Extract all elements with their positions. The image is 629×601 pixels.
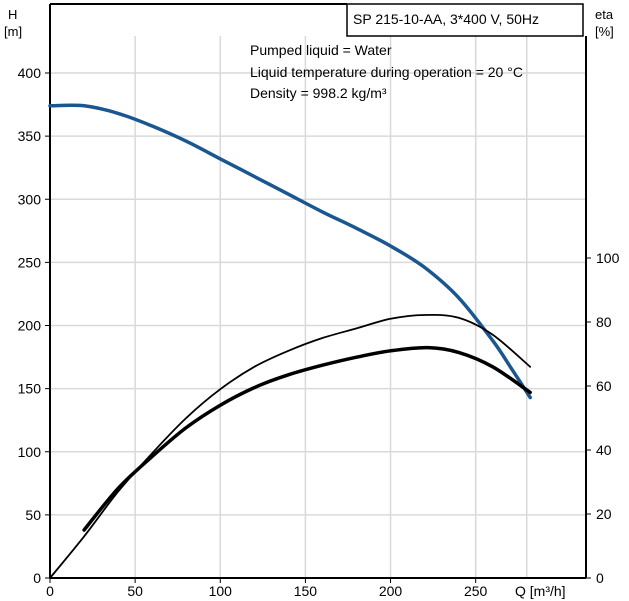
y-right-tick-label: 80: [596, 314, 612, 330]
y-left-tick-label: 100: [18, 444, 42, 460]
x-axis-label: Q [m³/h]: [515, 583, 566, 599]
y-left-label-bottom: [m]: [4, 24, 22, 39]
title-box: [346, 3, 584, 37]
y-left-tick-label: 0: [33, 570, 41, 586]
head-curve: [48, 103, 532, 400]
y-right-tick-label: 100: [596, 250, 620, 266]
x-tick-label: 100: [209, 583, 233, 599]
y-right-label-bottom: [%]: [595, 24, 614, 39]
y-right-tick-label: 60: [596, 378, 612, 394]
x-tick-label: 200: [379, 583, 403, 599]
x-tick-label: 250: [464, 583, 488, 599]
x-tick-label: 150: [294, 583, 318, 599]
y-left-tick-label: 200: [18, 318, 42, 334]
y-left-tick-label: 250: [18, 254, 42, 270]
y-right-tick-label: 40: [596, 442, 612, 458]
x-tick-label: 50: [127, 583, 143, 599]
grid: [50, 36, 586, 578]
axis-ticks: 0 50 100 150 200 250 0 50 100 150 200 250 300 350 400 0…: [18, 65, 620, 599]
y-left-tick-label: 50: [25, 507, 41, 523]
chart-title: SP 215-10-AA, 3*400 V, 50Hz: [353, 11, 539, 27]
y-left-tick-label: 150: [18, 381, 42, 397]
efficiency-curve-thick: [82, 345, 532, 532]
x-tick-label: 0: [46, 583, 54, 599]
series-group: [48, 103, 532, 579]
y-left-tick-label: 400: [18, 65, 42, 81]
y-right-tick-label: 0: [596, 570, 604, 586]
y-right-tick-label: 20: [596, 506, 612, 522]
annotation-liquid: Pumped liquid = Water: [250, 42, 392, 58]
y-left-tick-label: 300: [18, 191, 42, 207]
efficiency-curve-thin: [49, 313, 532, 579]
y-left-tick-label: 350: [18, 128, 42, 144]
annotation-temperature: Liquid temperature during operation = 20…: [250, 64, 523, 80]
y-right-label-top: eta: [595, 7, 614, 22]
annotation-density: Density = 998.2 kg/m³: [250, 85, 387, 101]
y-left-label-top: H: [8, 7, 17, 22]
